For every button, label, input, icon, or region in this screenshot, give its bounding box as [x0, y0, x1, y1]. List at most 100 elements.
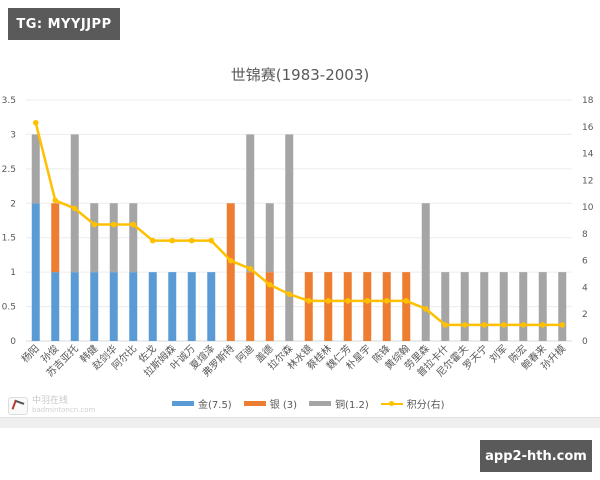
watermark-bottom-tag: app2-hth.com: [480, 440, 592, 472]
point-marker: [364, 298, 371, 304]
y-tick-label: 0.5: [2, 303, 16, 313]
legend-label-gold: 金(7.5): [198, 400, 232, 411]
point-marker: [110, 221, 117, 228]
bar-segment: [70, 272, 79, 341]
y-tick-label: 2.5: [2, 165, 16, 175]
point-marker: [286, 291, 293, 297]
legend-label-silver: 银 (3): [269, 400, 298, 411]
x-tick-label: 杨阳: [19, 342, 42, 365]
point-marker: [52, 197, 59, 204]
bar-segment: [558, 272, 567, 341]
legend-item-silver: 银 (3): [243, 396, 298, 411]
bar-segment: [226, 203, 235, 341]
bar-segment: [363, 272, 372, 341]
legend-swatch-silver: [243, 401, 266, 406]
point-marker: [422, 306, 429, 312]
point-marker: [32, 119, 39, 126]
y2-tick-label: 12: [582, 176, 593, 186]
bar-segment: [31, 203, 40, 341]
bar-segment: [460, 272, 469, 341]
point-marker: [325, 298, 332, 304]
y-tick-label: 2: [10, 199, 16, 209]
point-marker: [539, 322, 546, 328]
bar-segment: [382, 272, 391, 341]
bar-segment: [207, 272, 216, 341]
point-marker: [169, 237, 176, 244]
point-marker: [227, 257, 234, 264]
shuttlecock-icon: [8, 397, 28, 415]
points-line: [32, 119, 566, 328]
y2-tick-label: 8: [582, 230, 588, 240]
legend-swatch-points: [380, 400, 403, 406]
point-marker: [71, 205, 78, 212]
point-marker: [481, 322, 488, 328]
legend-item-bronze: 铜(1.2): [309, 396, 369, 411]
y-tick-label: 3.5: [2, 96, 16, 106]
y-axis-left: 0 0.5 1 1.5 2 2.5 3 3.5: [2, 96, 17, 347]
point-marker: [461, 322, 468, 328]
bar-segment: [343, 272, 352, 341]
y2-tick-label: 16: [582, 123, 594, 133]
legend-label-points: 积分(右): [406, 400, 445, 411]
x-tick-label: 刘军: [487, 343, 510, 366]
legend-swatch-bronze: [309, 401, 332, 406]
y-tick-label: 1: [10, 268, 16, 278]
bars: [31, 134, 567, 341]
point-marker: [383, 298, 390, 304]
point-marker: [500, 322, 507, 328]
legend-item-points: 积分(右): [380, 396, 445, 411]
point-marker: [208, 237, 215, 244]
bar-segment: [129, 203, 138, 273]
bar-segment: [480, 272, 489, 341]
bar-segment: [441, 272, 450, 341]
watermark-top-tag: TG: MYYJJPP: [8, 8, 120, 40]
bar-segment: [51, 203, 60, 273]
point-marker: [403, 298, 410, 304]
x-axis-labels: 杨阳孙俊苏吉亚托韩健赵剑华阿尔比佐戈拉斯姆森叶诚万夏煊泽弗罗斯特阿迪盖德拉尔森林…: [19, 342, 569, 379]
y-tick-label: 0: [10, 337, 16, 347]
point-marker: [266, 281, 273, 288]
bar-segment: [129, 272, 138, 341]
y2-tick-label: 10: [582, 203, 594, 213]
x-tick-label: 阿迪: [234, 343, 257, 366]
point-marker: [91, 221, 98, 228]
bar-segment: [265, 272, 274, 341]
y2-tick-label: 4: [582, 283, 588, 293]
point-marker: [305, 298, 312, 304]
bar-segment: [70, 134, 79, 273]
y2-tick-label: 6: [582, 257, 588, 267]
bar-segment: [265, 203, 274, 273]
point-marker: [520, 322, 527, 328]
bar-segment: [90, 203, 99, 273]
bar-segment: [246, 134, 255, 273]
bar-segment: [285, 134, 294, 341]
bar-segment: [538, 272, 547, 341]
y2-tick-label: 2: [582, 310, 588, 320]
point-marker: [188, 237, 195, 244]
bar-segment: [304, 272, 313, 341]
legend-label-bronze: 铜(1.2): [335, 400, 369, 411]
bar-segment: [109, 272, 118, 341]
bar-segment: [109, 203, 118, 273]
y2-tick-label: 14: [582, 150, 594, 160]
legend-item-gold: 金(7.5): [172, 396, 232, 411]
point-marker: [130, 221, 137, 228]
bar-segment: [402, 272, 411, 341]
logo-name: 中羽在线: [32, 396, 69, 406]
point-marker: [559, 322, 566, 328]
point-marker: [247, 265, 254, 272]
y-tick-label: 3: [10, 130, 16, 140]
bar-segment: [51, 272, 60, 341]
logo-url: badmintoncn.com: [32, 406, 96, 414]
y2-tick-label: 18: [582, 96, 594, 106]
chart-plot: 0 0.5 1 1.5 2 2.5 3 3.5 0 2 4 6 8 10 12 14 16 18 杨阳孙俊苏吉亚…: [2, 96, 594, 379]
point-marker: [149, 237, 156, 244]
point-marker: [442, 322, 449, 328]
y2-tick-label: 0: [582, 337, 588, 347]
y-tick-label: 1.5: [2, 234, 16, 244]
bar-segment: [421, 203, 430, 341]
chart-title: 世锦赛(1983-2003): [230, 66, 370, 84]
site-logo: 中羽在线 badmintoncn.com: [8, 397, 95, 415]
legend-swatch-gold: [172, 401, 194, 406]
bar-segment: [246, 272, 255, 341]
